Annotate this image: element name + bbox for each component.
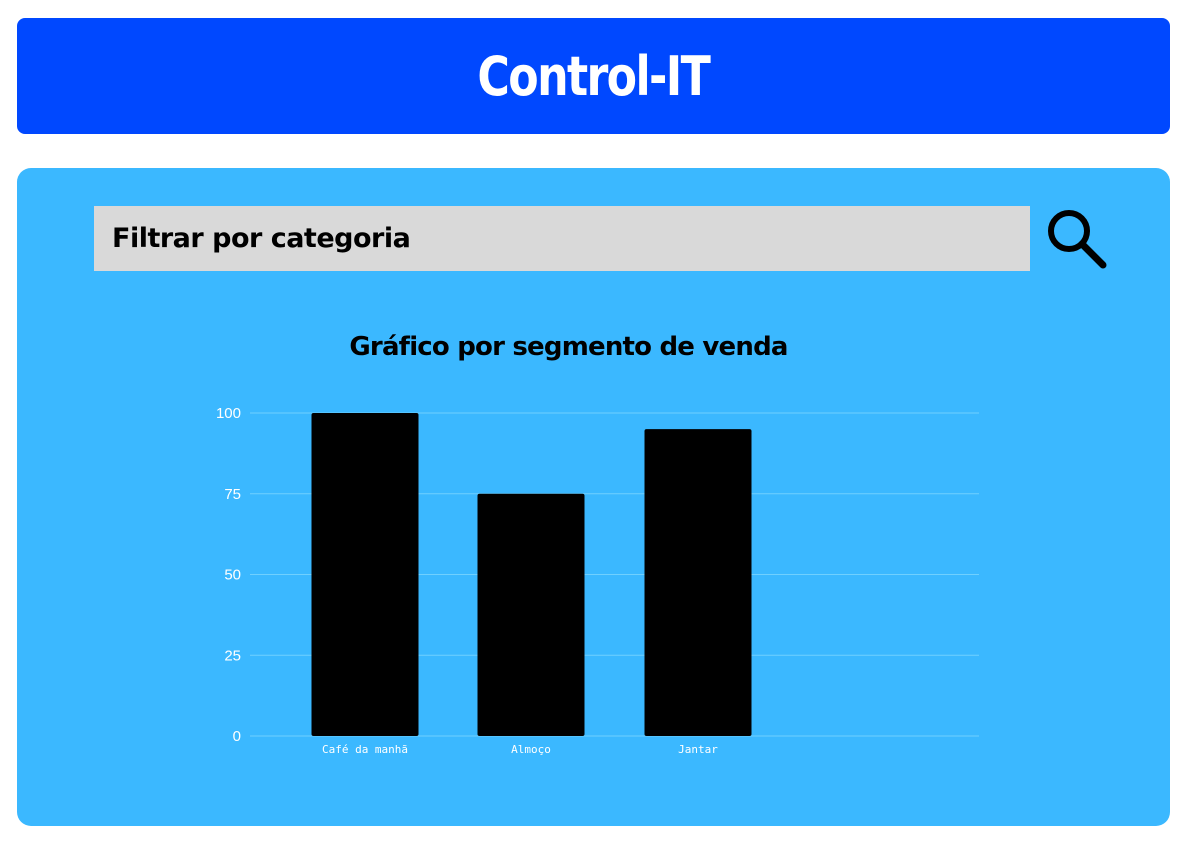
search-icon <box>1048 210 1107 269</box>
x-tick-label: Café da manhã <box>322 743 408 756</box>
category-filter-input[interactable] <box>94 206 1030 271</box>
y-tick-label: 75 <box>224 486 241 503</box>
y-tick-label: 100 <box>216 405 241 422</box>
x-tick-label: Almoço <box>511 743 551 756</box>
bar[interactable] <box>477 493 585 736</box>
y-axis-ticks: 0 25 50 75 100 <box>216 405 241 745</box>
app-title: Control-IT <box>477 44 711 108</box>
x-tick-label: Jantar <box>678 743 718 756</box>
main-panel: Gráfico por segmento de venda 0 25 50 75 100… <box>17 168 1170 826</box>
bar[interactable] <box>311 413 419 736</box>
search-button[interactable] <box>1045 206 1113 272</box>
y-tick-label: 25 <box>224 647 241 664</box>
chart-title: Gráfico por segmento de venda <box>349 332 788 362</box>
bar[interactable] <box>644 429 752 736</box>
app-header: Control-IT <box>17 18 1170 134</box>
y-tick-label: 50 <box>224 567 241 584</box>
bar-chart: 0 25 50 75 100 Café da manhã Almoço Jantar <box>216 405 979 756</box>
y-tick-label: 0 <box>233 728 241 745</box>
x-axis-ticks: Café da manhã Almoço Jantar <box>322 743 718 756</box>
chart-bars <box>311 413 752 736</box>
